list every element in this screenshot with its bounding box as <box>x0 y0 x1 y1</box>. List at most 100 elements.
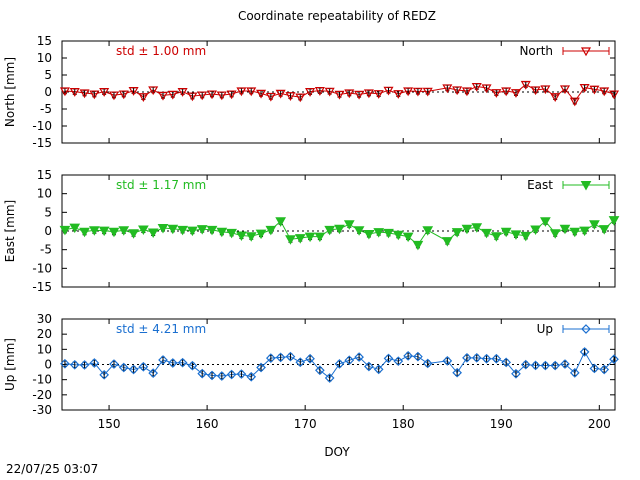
east-point <box>441 237 453 247</box>
north-point <box>461 87 472 97</box>
north-y-tick-label: -15 <box>32 136 52 150</box>
north-y-tick-label: -5 <box>40 102 52 116</box>
north-point <box>206 90 218 100</box>
north-point <box>99 88 110 97</box>
east-legend-marker <box>580 181 592 191</box>
east-point <box>579 226 590 237</box>
north-point <box>442 84 453 94</box>
panel-north: 15 10 5 0 -5 -10 -15 North [mm] std ± 1.00 mm Nor… <box>3 34 620 150</box>
north-point <box>540 85 551 95</box>
up-point <box>364 361 374 372</box>
east-point <box>89 226 100 236</box>
up-y-tick-label: -30 <box>32 403 52 417</box>
up-point <box>550 360 561 371</box>
up-point <box>383 353 394 364</box>
north-y-tick-label: 0 <box>44 85 52 99</box>
east-point <box>108 227 120 238</box>
up-point <box>246 371 257 382</box>
up-point <box>305 353 315 364</box>
north-point <box>265 92 276 102</box>
up-point <box>285 351 296 362</box>
east-point <box>216 227 228 238</box>
north-point <box>579 83 590 93</box>
up-point <box>167 358 178 368</box>
up-point <box>520 359 531 370</box>
east-point <box>167 224 179 235</box>
north-point <box>305 88 316 97</box>
east-point <box>491 232 502 242</box>
east-point <box>461 224 473 235</box>
timestamp: 22/07/25 03:07 <box>6 462 99 476</box>
up-point <box>481 353 492 364</box>
east-point <box>187 226 198 237</box>
north-point <box>187 92 198 102</box>
x-axis-label: DOY <box>324 445 350 459</box>
east-point <box>285 235 296 245</box>
north-point <box>550 93 561 102</box>
north-point <box>89 90 100 100</box>
north-point <box>501 87 512 97</box>
up-legend-marker <box>581 324 591 334</box>
east-point <box>157 224 169 234</box>
north-point <box>138 93 149 102</box>
east-y-tick-label: 0 <box>44 224 52 238</box>
north-point <box>69 88 80 97</box>
up-point <box>354 352 364 362</box>
up-y-tick-label: 20 <box>37 327 52 341</box>
north-point <box>236 87 247 97</box>
up-point <box>452 367 462 378</box>
north-point <box>197 91 208 101</box>
up-point <box>393 356 404 367</box>
up-legend-label: Up <box>537 322 553 336</box>
up-y-tick-label: 30 <box>37 312 52 326</box>
east-y-tick-label: -15 <box>32 280 52 294</box>
east-point <box>304 232 316 243</box>
north-point <box>373 90 384 99</box>
north-y-tick-label: -10 <box>32 119 52 133</box>
north-y-tick-label: 5 <box>44 68 52 82</box>
east-point <box>353 226 365 236</box>
east-point <box>324 225 336 236</box>
east-point <box>128 229 139 239</box>
east-point <box>471 223 483 233</box>
up-point <box>256 362 266 373</box>
x-tick-label: 180 <box>392 417 415 431</box>
up-point <box>373 364 384 375</box>
up-point <box>295 357 306 368</box>
north-point <box>148 86 159 96</box>
up-point <box>128 364 139 375</box>
up-point <box>109 359 119 369</box>
up-y-tick-label: 10 <box>37 342 52 356</box>
up-point <box>609 354 619 365</box>
east-point <box>294 234 306 244</box>
north-point <box>59 87 70 97</box>
up-y-tick-label: 0 <box>44 358 52 372</box>
up-point <box>315 365 325 376</box>
east-point <box>314 232 326 243</box>
north-point <box>491 89 502 98</box>
up-point <box>265 353 276 363</box>
east-point <box>392 230 404 241</box>
east-point <box>245 232 257 242</box>
east-point <box>549 229 561 239</box>
north-point <box>108 91 120 101</box>
x-tick-label: 190 <box>490 417 513 431</box>
north-point <box>354 90 365 100</box>
up-point <box>599 364 610 375</box>
up-point <box>60 358 70 369</box>
east-point <box>402 232 414 243</box>
north-point <box>275 89 286 99</box>
north-point <box>520 80 531 90</box>
north-point <box>452 86 463 96</box>
east-point <box>451 228 463 238</box>
north-point <box>393 90 404 99</box>
east-point <box>138 225 149 236</box>
north-point <box>510 89 522 98</box>
x-tick-label: 150 <box>98 417 121 431</box>
north-y-tick-label: 15 <box>37 34 52 48</box>
north-point <box>157 91 169 101</box>
north-point <box>167 90 178 100</box>
up-point <box>236 369 247 379</box>
north-legend-label: North <box>519 44 553 58</box>
east-point <box>608 216 620 226</box>
